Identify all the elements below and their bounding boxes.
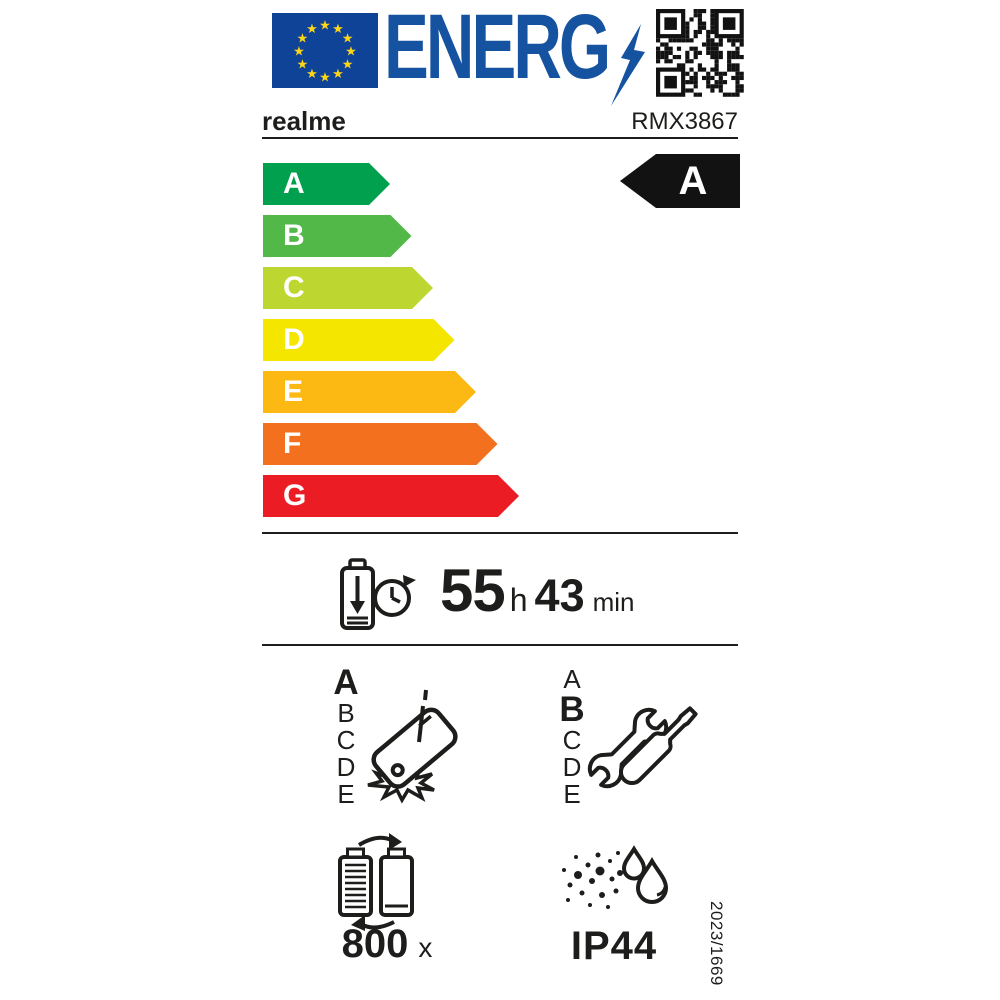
scale-bar-letter: D [283, 323, 305, 356]
scale-bar-d: D [263, 319, 455, 361]
class-option-a: A [563, 664, 581, 694]
class-option-d: D [336, 752, 356, 782]
falling-phone-icon [367, 689, 458, 804]
dust-water-icon [562, 845, 669, 909]
scale-bar-letter: B [283, 219, 305, 252]
svg-text:★: ★ [332, 21, 344, 36]
endurance-hours-unit: h [509, 582, 528, 618]
scale-bar-e: E [263, 371, 476, 413]
energy-logo-text: ENERG [384, 0, 611, 98]
class-option-c: C [562, 725, 582, 755]
svg-text:★: ★ [297, 57, 309, 72]
battery-endurance-icon [340, 558, 416, 630]
class-option-e: E [563, 779, 581, 809]
model-identifier: RMX3867 [631, 108, 738, 135]
battery-cycles-icon [338, 833, 414, 931]
scale-bar-g: G [263, 475, 519, 517]
manufacturer-name: realme [262, 106, 346, 136]
rating-arrow: A [620, 154, 740, 208]
svg-text:★: ★ [332, 66, 344, 81]
endurance-hours: 55 [440, 557, 506, 624]
ip-rating: IP44 [570, 924, 658, 968]
class-option-b: B [337, 698, 355, 728]
cycles-unit: x [418, 932, 433, 963]
battery-endurance-value: 55 h 43 min [440, 556, 635, 625]
svg-text:★: ★ [297, 31, 309, 46]
divider-top [262, 137, 738, 139]
svg-text:★: ★ [293, 44, 305, 59]
endurance-minutes: 43 [534, 570, 585, 621]
scale-bar-c: C [263, 267, 433, 309]
svg-text:★: ★ [306, 66, 318, 81]
svg-text:★: ★ [345, 44, 357, 59]
regulation-number: 2023/1669 [707, 901, 726, 986]
qr-code-icon[interactable] [654, 7, 746, 99]
repair-tools-icon [587, 706, 698, 789]
class-option-a: A [333, 663, 359, 702]
class-option-d: D [562, 752, 582, 782]
scale-bar-letter: G [283, 479, 307, 512]
eu-flag-icon: ★ ★★★★★★★★★★★ [272, 13, 378, 88]
class-option-e: E [337, 779, 355, 809]
scale-bar-a: A [263, 163, 390, 205]
lightning-bolt-icon [611, 24, 645, 106]
svg-text:★: ★ [342, 31, 354, 46]
svg-text:★: ★ [306, 21, 318, 36]
divider-endurance-bottom [262, 644, 738, 646]
scale-bar-letter: E [283, 375, 304, 408]
scale-bar-letter: C [283, 271, 305, 304]
scale-bar-b: B [263, 215, 412, 257]
svg-text:★: ★ [319, 70, 331, 85]
class-option-b: B [559, 690, 585, 729]
class-option-c: C [336, 725, 356, 755]
battery-cycles-value: 800 x [322, 922, 452, 967]
rating-letter: A [678, 158, 708, 203]
scale-bar-letter: F [283, 427, 302, 460]
cycles-number: 800 [341, 922, 409, 966]
divider-scale-bottom [262, 532, 738, 534]
svg-text:★: ★ [342, 57, 354, 72]
endurance-minutes-unit: min [592, 587, 635, 617]
svg-text:★: ★ [319, 18, 331, 33]
scale-bar-f: F [263, 423, 498, 465]
scale-bar-letter: A [283, 167, 305, 200]
